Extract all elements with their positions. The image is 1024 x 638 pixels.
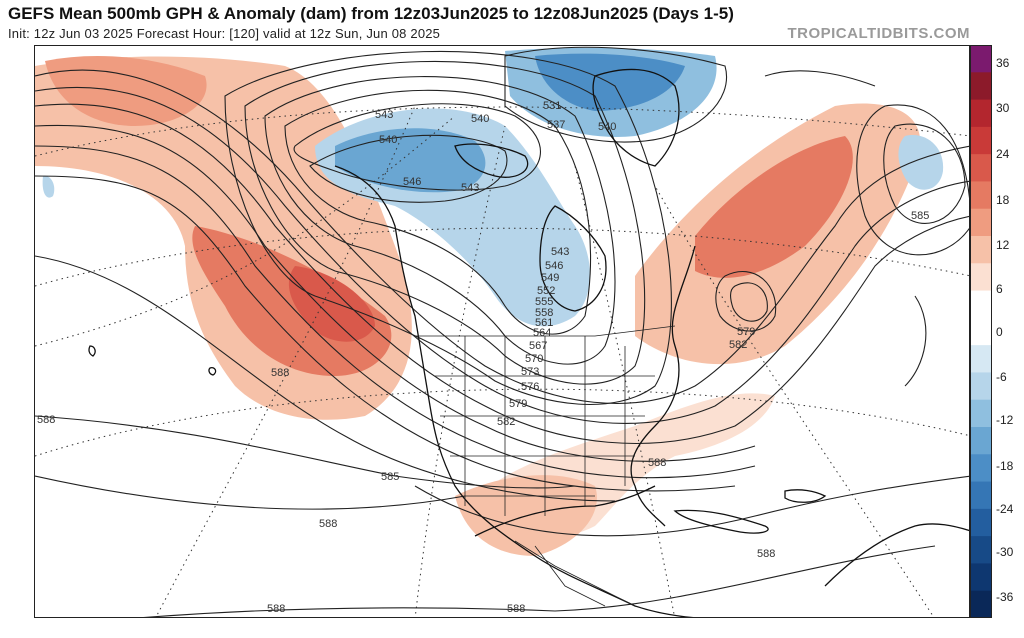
arctic-islands <box>454 143 529 178</box>
graticule <box>35 105 969 617</box>
contour-label: 582 <box>729 339 747 351</box>
colorbar-tick-label: 18 <box>996 193 1010 207</box>
contour-label: 579 <box>737 326 755 338</box>
colorbar-swatch <box>970 345 992 373</box>
contour-label: 540 <box>379 134 397 146</box>
colorbar-swatch <box>970 372 992 401</box>
hawaii <box>88 345 217 376</box>
contour-label: 546 <box>545 260 563 272</box>
contour-label: 573 <box>521 366 539 378</box>
colorbar-swatch <box>970 454 992 483</box>
atlantic-low-anomaly <box>898 135 944 190</box>
colorbar-tick-label: -6 <box>996 370 1007 384</box>
colorbar-swatch <box>970 317 992 346</box>
contour-label: 555 <box>535 296 553 308</box>
pacific-small-anomaly <box>42 175 55 198</box>
source-credit: TROPICALTIDBITS.COM <box>787 25 970 42</box>
contour-labels: 543 540 540 531 537 540 546 543 543 546 … <box>37 100 929 615</box>
colorbar-swatch <box>970 481 992 510</box>
anomaly-colorbar <box>970 45 992 619</box>
colorbar-border <box>970 45 992 618</box>
contour-label: 588 <box>37 414 55 426</box>
map-title: GEFS Mean 500mb GPH & Anomaly (dam) from… <box>8 4 734 23</box>
east-coast <box>630 245 696 527</box>
contour-label: 570 <box>525 353 543 365</box>
colorbar-tick-label: 0 <box>996 325 1003 339</box>
contour-label: 576 <box>521 381 539 393</box>
contour-label: 540 <box>598 121 616 133</box>
colorbar-swatch <box>970 508 992 537</box>
hispaniola <box>784 489 827 503</box>
colorbar-tick-label: -24 <box>996 502 1014 516</box>
map-svg: 543 540 540 531 537 540 546 543 543 546 … <box>35 46 969 617</box>
greenland-coast <box>592 68 680 167</box>
south-america-coast <box>824 523 969 587</box>
colorbar-swatch <box>970 263 992 292</box>
west-coast-anomaly-north <box>45 56 207 126</box>
contour-label: 588 <box>267 603 285 615</box>
colorbar-swatch <box>970 154 992 182</box>
contour-label: 588 <box>319 518 337 530</box>
colorbar-ticks: 36 30 24 18 12 6 0 -6 -12 -18 -24 -30 -3… <box>992 45 1024 618</box>
contour-label: 585 <box>911 210 929 222</box>
colorbar-swatch <box>970 590 992 619</box>
colorbar-swatch <box>970 208 992 237</box>
atlantic-ridge-anomaly-core <box>695 136 853 278</box>
contour-label: 558 <box>535 307 553 319</box>
gulf-coast <box>474 485 656 537</box>
contour-label: 549 <box>541 272 559 284</box>
pacific-ridge-anomaly-max <box>288 266 375 342</box>
contour-label: 567 <box>529 340 547 352</box>
contour-label: 588 <box>648 457 666 469</box>
colorbar-swatches <box>970 45 992 619</box>
contour-label: 531 <box>543 100 561 112</box>
colorbar-tick-label: 6 <box>996 282 1003 296</box>
cold-anomalies <box>42 47 944 327</box>
colorbar-tick-label: -12 <box>996 413 1014 427</box>
colorbar-tick-label: 36 <box>996 56 1010 70</box>
colorbar-swatch <box>970 536 992 564</box>
colorbar-swatch <box>970 72 992 101</box>
map-subtitle: Init: 12z Jun 03 2025 Forecast Hour: [12… <box>8 26 441 41</box>
contour-label: 588 <box>271 367 289 379</box>
colorbar-swatch <box>970 45 992 73</box>
contour-label: 588 <box>757 548 775 560</box>
colorbar-tick-label: 24 <box>996 147 1010 161</box>
contour-label: 564 <box>533 327 551 339</box>
colorbar-swatch <box>970 126 992 155</box>
colorbar-swatch <box>970 563 992 592</box>
colorbar-swatch <box>970 181 992 210</box>
colorbar-tick-label: -18 <box>996 459 1014 473</box>
contour-label: 540 <box>471 113 489 125</box>
colorbar-tick-label: -30 <box>996 545 1014 559</box>
colorbar-swatch <box>970 236 992 264</box>
colorbar-tick-label: 12 <box>996 238 1010 252</box>
contour-label: 561 <box>535 317 553 329</box>
contour-label: 537 <box>547 119 565 131</box>
contour-label: 543 <box>375 109 393 121</box>
colorbar-swatch <box>970 290 992 319</box>
colorbar-swatch <box>970 399 992 428</box>
contour-label: 588 <box>507 603 525 615</box>
contour-label: 579 <box>509 398 527 410</box>
colorbar-tick-label: 30 <box>996 101 1010 115</box>
contour-label: 582 <box>497 416 515 428</box>
political-borders <box>415 325 676 607</box>
canada-trough-anomaly-core <box>335 128 486 193</box>
cuba <box>673 509 769 534</box>
hudson-bay <box>539 205 607 312</box>
contour-label: 543 <box>461 182 479 194</box>
contour-label: 543 <box>551 246 569 258</box>
contour-label: 546 <box>403 176 421 188</box>
contour-label: 585 <box>381 471 399 483</box>
contour-label: 552 <box>537 285 555 297</box>
colorbar-tick-label: -36 <box>996 590 1014 604</box>
colorbar-swatch <box>970 99 992 128</box>
colorbar-swatch <box>970 427 992 455</box>
height-contours <box>35 46 969 617</box>
map-panel: 543 540 540 531 537 540 546 543 543 546 … <box>34 45 970 618</box>
